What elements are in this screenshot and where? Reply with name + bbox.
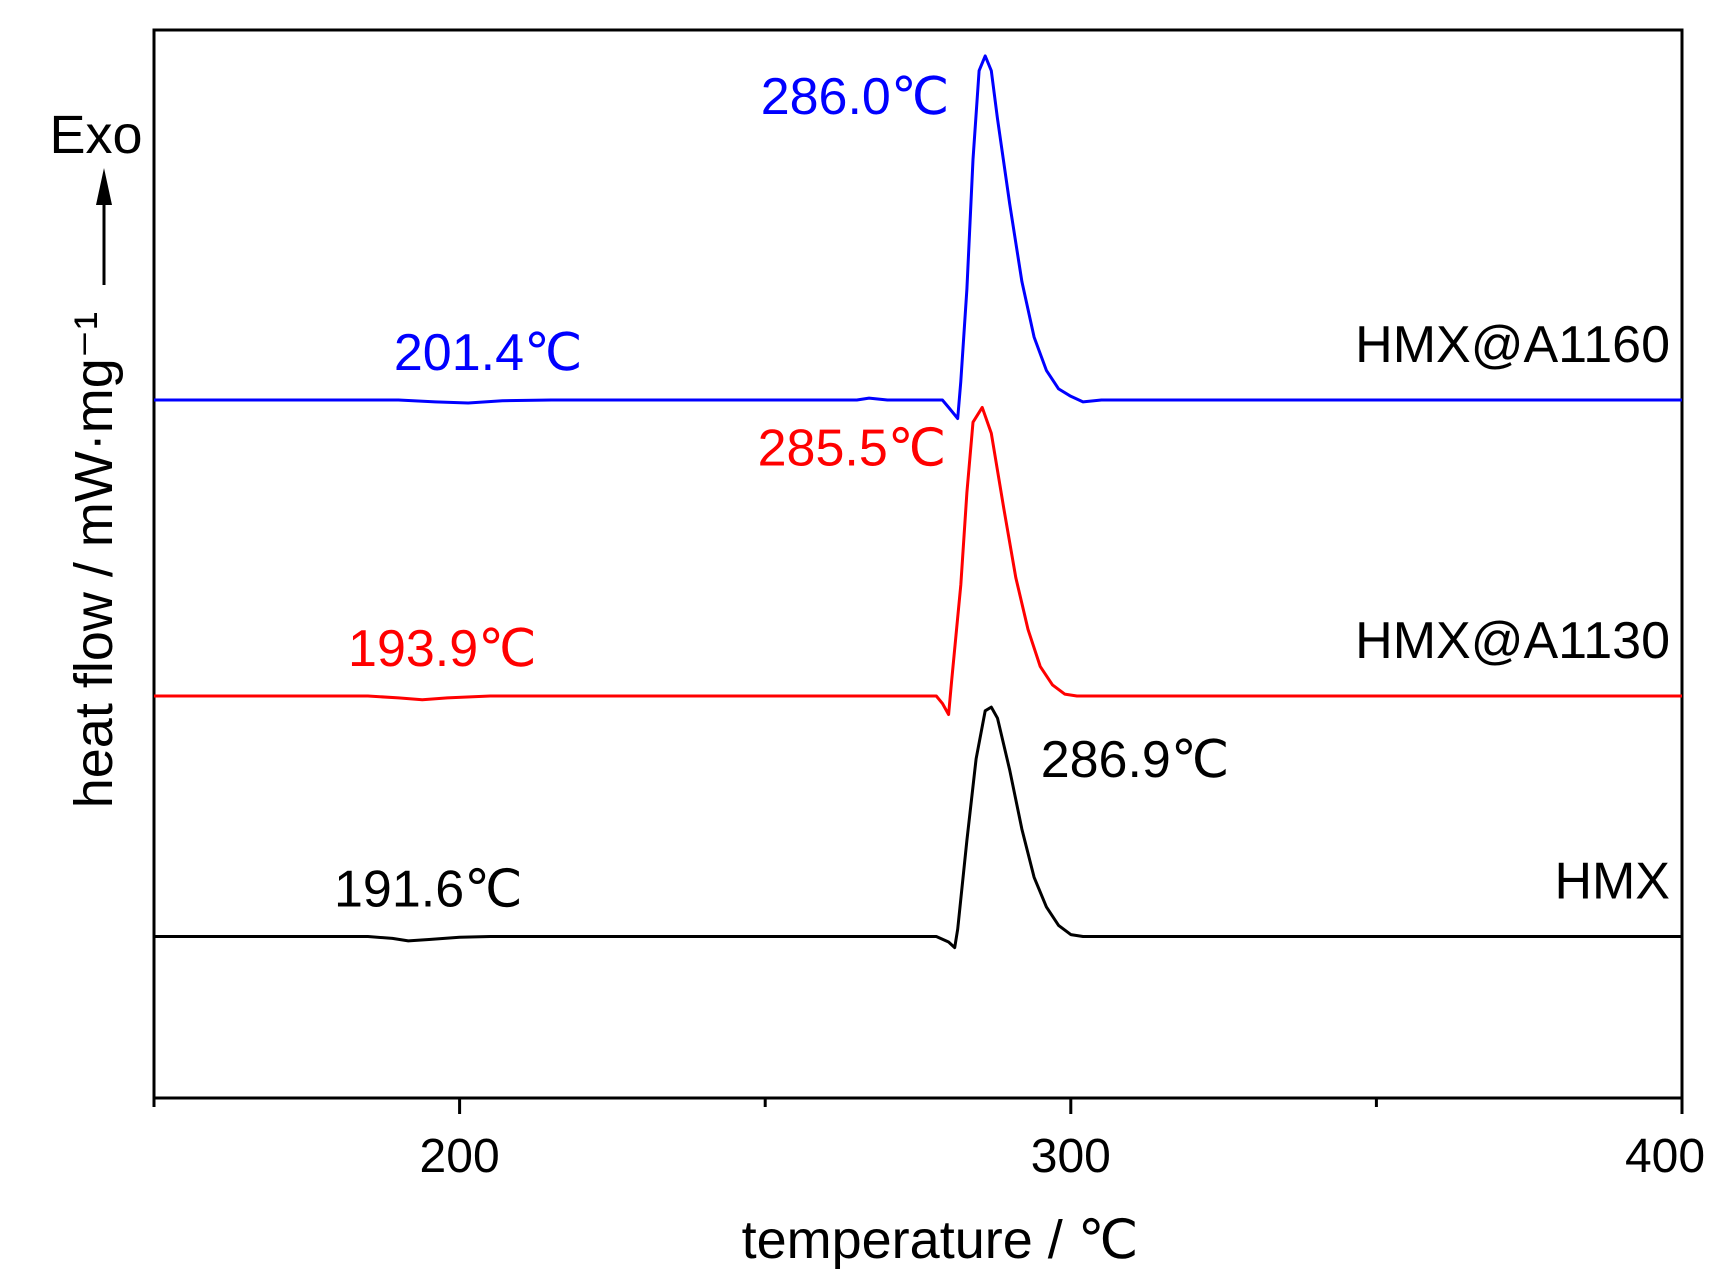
y-axis-title: heat flow / mW·mg⁻¹ — [64, 312, 124, 809]
peak-temperature-label: 191.6℃ — [334, 861, 523, 919]
series-layer — [154, 54, 1682, 950]
x-tick-label: 200 — [420, 1130, 500, 1183]
x-tick-label: 300 — [1031, 1130, 1111, 1183]
x-axis: 200 300 400 — [152, 1098, 1705, 1183]
peak-temperature-label: 201.4℃ — [394, 324, 583, 382]
x-tick-label: 400 — [1625, 1130, 1705, 1183]
x-axis-title: temperature / ℃ — [742, 1210, 1139, 1270]
peak-temperature-label: 193.9℃ — [348, 620, 537, 678]
series-line-hmx-a1130 — [154, 405, 1682, 716]
exo-arrow-icon — [96, 168, 112, 285]
series-line-hmx-a1160 — [154, 54, 1682, 420]
series-name-label: HMX@A1160 — [1355, 316, 1670, 374]
series-line-hmx — [154, 705, 1682, 950]
labels-layer: HMX@A1160 201.4℃ 286.0℃ HMX@A1130 193.9℃ 285.… — [334, 68, 1670, 919]
peak-temperature-label: 286.9℃ — [1041, 731, 1230, 789]
series-name-label: HMX — [1554, 853, 1670, 911]
exo-label: Exo — [49, 105, 142, 165]
peak-temperature-label: 286.0℃ — [761, 68, 950, 126]
peak-temperature-label: 285.5℃ — [758, 419, 947, 477]
series-name-label: HMX@A1130 — [1355, 612, 1670, 670]
plot-frame — [152, 28, 1684, 1100]
